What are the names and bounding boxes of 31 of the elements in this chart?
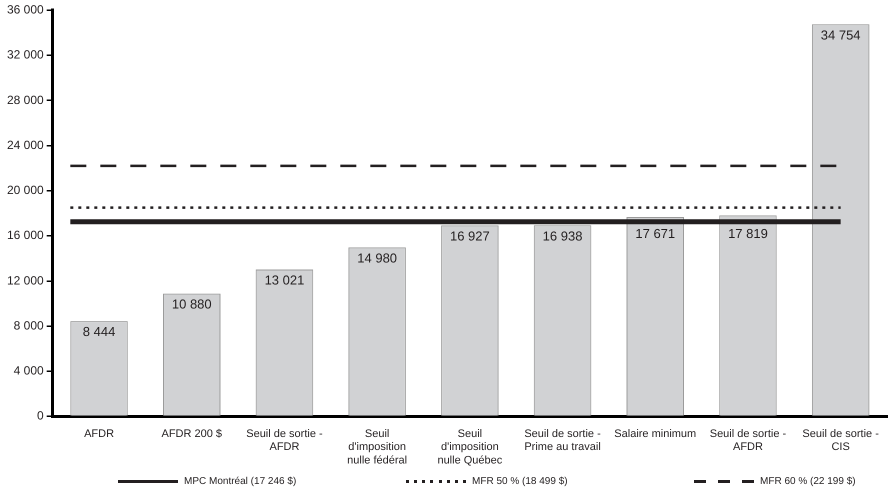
x-tick-label: Seuil de sortie - CIS xyxy=(802,428,880,454)
y-tick-label: 16 000 xyxy=(7,228,44,242)
data-label: 8 444 xyxy=(82,324,116,340)
y-tick-label: 32 000 xyxy=(7,48,44,62)
y-tick-label: 28 000 xyxy=(7,92,44,107)
data-label: 10 880 xyxy=(172,296,212,312)
data-label: 13 021 xyxy=(264,272,304,288)
y-tick-label: 8 000 xyxy=(14,318,44,332)
data-label: 16 938 xyxy=(542,228,582,244)
y-tick-label: 20 000 xyxy=(7,183,44,198)
legend-label: MFR 50 % (18 499 $) xyxy=(472,476,568,487)
x-tick-label: AFDR xyxy=(84,428,114,440)
y-tick-label: 4 000 xyxy=(14,364,44,378)
legend-label: MPC Montréal (17 246 $) xyxy=(184,476,296,487)
data-label: 14 980 xyxy=(357,250,398,266)
x-tick-label: Seuil d'imposition nulle fédéral xyxy=(347,428,408,466)
data-label: 16 927 xyxy=(450,228,490,244)
x-tick-label: Seuil de sortie - AFDR xyxy=(246,428,323,454)
x-tick-label: Seuil d'imposition nulle Québec xyxy=(437,428,503,466)
data-label: 17 819 xyxy=(728,226,768,241)
x-tick-label: Seuil de sortie - AFDR xyxy=(710,428,786,454)
y-tick-label: 24 000 xyxy=(7,138,44,152)
x-tick-label: AFDR 200 $ xyxy=(161,428,222,440)
y-tick-label: 12 000 xyxy=(7,273,44,288)
x-tick-label: Salaire minimum xyxy=(614,428,696,440)
x-tick-label: Seuil de sortie - Prime au travail xyxy=(524,428,602,454)
data-label: 34 754 xyxy=(820,27,861,42)
y-tick-label: 0 xyxy=(37,408,44,423)
data-label: 17 671 xyxy=(635,226,676,241)
y-tick-label: 36 000 xyxy=(7,2,44,17)
legend-label: MFR 60 % (22 199 $) xyxy=(760,476,856,487)
